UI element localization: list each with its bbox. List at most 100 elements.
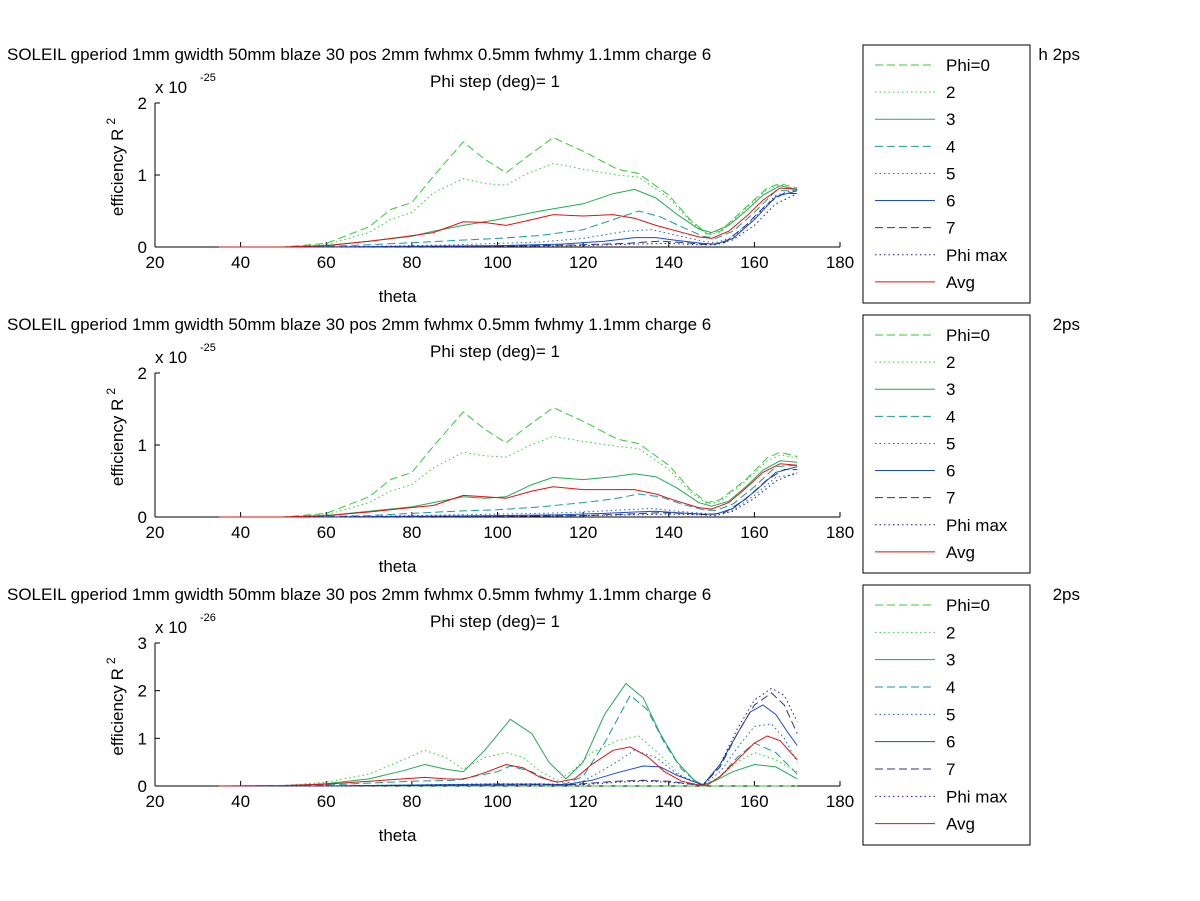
series-line-4 — [219, 190, 798, 248]
y-tick-label: 0 — [138, 777, 147, 796]
chart-panel-3: SOLEIL gperiod 1mm gwidth 50mm blaze 30 … — [7, 584, 1080, 846]
y-exponent-base: x 10 — [155, 348, 187, 367]
x-tick-label: 160 — [740, 523, 768, 542]
legend-entry-label: 7 — [946, 760, 955, 779]
x-tick-label: 80 — [402, 792, 421, 811]
x-tick-label: 180 — [826, 792, 854, 811]
y-axis-label: efficiency R2 — [104, 388, 127, 487]
x-tick-label: 180 — [826, 523, 854, 542]
y-exponent-base: x 10 — [155, 618, 187, 637]
y-tick-label: 1 — [138, 436, 147, 455]
legend-entry-label: 5 — [946, 434, 955, 453]
chart-subtitle: Phi step (deg)= 1 — [430, 612, 560, 631]
chart-panel-2: SOLEIL gperiod 1mm gwidth 50mm blaze 30 … — [7, 314, 1080, 576]
series-line-2 — [219, 735, 798, 787]
series-line-9 — [219, 187, 798, 248]
y-axis-label: efficiency R2 — [104, 657, 127, 756]
legend-entry-label: 3 — [946, 380, 955, 399]
series-line-9 — [219, 463, 798, 518]
legend-entry-label: 6 — [946, 733, 955, 752]
x-tick-label: 140 — [655, 792, 683, 811]
x-tick-label: 120 — [569, 792, 597, 811]
legend-entry-label: Phi=0 — [946, 596, 990, 615]
chart-title: SOLEIL gperiod 1mm gwidth 50mm blaze 30 … — [7, 315, 711, 334]
x-tick-label: 100 — [483, 523, 511, 542]
x-tick-label: 80 — [402, 523, 421, 542]
legend-entry-label: Avg — [946, 543, 975, 562]
y-tick-label: 0 — [138, 238, 147, 257]
x-tick-label: 40 — [231, 792, 250, 811]
series-line-2 — [219, 435, 798, 518]
series-line-8 — [219, 687, 798, 787]
series-line-7 — [219, 192, 798, 248]
x-tick-label: 40 — [231, 523, 250, 542]
legend-entry-label: 4 — [946, 407, 955, 426]
series-line-4 — [219, 464, 798, 518]
y-exponent-base: x 10 — [155, 78, 187, 97]
x-axis-label: theta — [379, 287, 417, 306]
legend-entry-label: 2 — [946, 623, 955, 642]
legend-entry-label: Phi=0 — [946, 56, 990, 75]
y-tick-label: 3 — [138, 634, 147, 653]
y-tick-label: 2 — [138, 682, 147, 701]
series-line-9 — [219, 735, 798, 787]
legend-entry-label: 4 — [946, 137, 955, 156]
x-tick-label: 20 — [146, 253, 165, 272]
series-line-1 — [219, 407, 798, 518]
x-axis-label: theta — [379, 826, 417, 845]
legend-entry-label: 6 — [946, 462, 955, 481]
chart-title: SOLEIL gperiod 1mm gwidth 50mm blaze 30 … — [7, 45, 711, 64]
legend-entry-label: Phi max — [946, 516, 1008, 535]
x-tick-label: 100 — [483, 792, 511, 811]
series-line-4 — [219, 694, 798, 787]
series-line-1 — [219, 137, 798, 248]
legend-entry-label: Phi max — [946, 246, 1008, 265]
y-exponent-power: -25 — [200, 342, 216, 354]
legend-entry-label: Phi=0 — [946, 326, 990, 345]
series-line-3 — [219, 682, 798, 787]
x-tick-label: 60 — [317, 523, 336, 542]
y-tick-label: 1 — [138, 729, 147, 748]
y-exponent-power: -25 — [200, 72, 216, 84]
chart-subtitle: Phi step (deg)= 1 — [430, 342, 560, 361]
x-tick-label: 60 — [317, 253, 336, 272]
legend-entry-label: Avg — [946, 273, 975, 292]
x-tick-label: 20 — [146, 792, 165, 811]
chart-title: SOLEIL gperiod 1mm gwidth 50mm blaze 30 … — [7, 585, 711, 604]
legend-entry-label: 2 — [946, 83, 955, 102]
series-line-8 — [219, 193, 798, 248]
x-tick-label: 100 — [483, 253, 511, 272]
legend-entry-label: 5 — [946, 705, 955, 724]
chart-panel-1: SOLEIL gperiod 1mm gwidth 50mm blaze 30 … — [7, 44, 1080, 306]
legend-entry-label: 6 — [946, 192, 955, 211]
y-axis-label: efficiency R2 — [104, 118, 127, 217]
legend-entry-label: 7 — [946, 489, 955, 508]
x-tick-label: 160 — [740, 792, 768, 811]
chart-title-tail: 2ps — [1053, 315, 1080, 334]
x-axis-label: theta — [379, 557, 417, 576]
y-tick-label: 1 — [138, 166, 147, 185]
y-tick-label: 0 — [138, 508, 147, 527]
x-tick-label: 160 — [740, 253, 768, 272]
y-exponent-power: -26 — [200, 612, 216, 624]
chart-subtitle: Phi step (deg)= 1 — [430, 72, 560, 91]
legend-box — [862, 584, 1031, 846]
x-tick-label: 140 — [655, 253, 683, 272]
legend-box — [862, 44, 1031, 304]
series-line-3 — [219, 460, 798, 518]
series-line-7 — [219, 692, 798, 787]
chart-title-tail: h 2ps — [1038, 45, 1080, 64]
x-tick-label: 180 — [826, 253, 854, 272]
legend-entry-label: 4 — [946, 678, 955, 697]
legend-box — [862, 314, 1031, 574]
legend-entry-label: Avg — [946, 815, 975, 834]
x-tick-label: 20 — [146, 523, 165, 542]
x-tick-label: 140 — [655, 523, 683, 542]
y-tick-label: 2 — [138, 94, 147, 113]
series-line-8 — [219, 471, 798, 518]
legend-entry-label: Phi max — [946, 787, 1008, 806]
x-tick-label: 40 — [231, 253, 250, 272]
legend-entry-label: 5 — [946, 164, 955, 183]
legend-entry-label: 7 — [946, 219, 955, 238]
